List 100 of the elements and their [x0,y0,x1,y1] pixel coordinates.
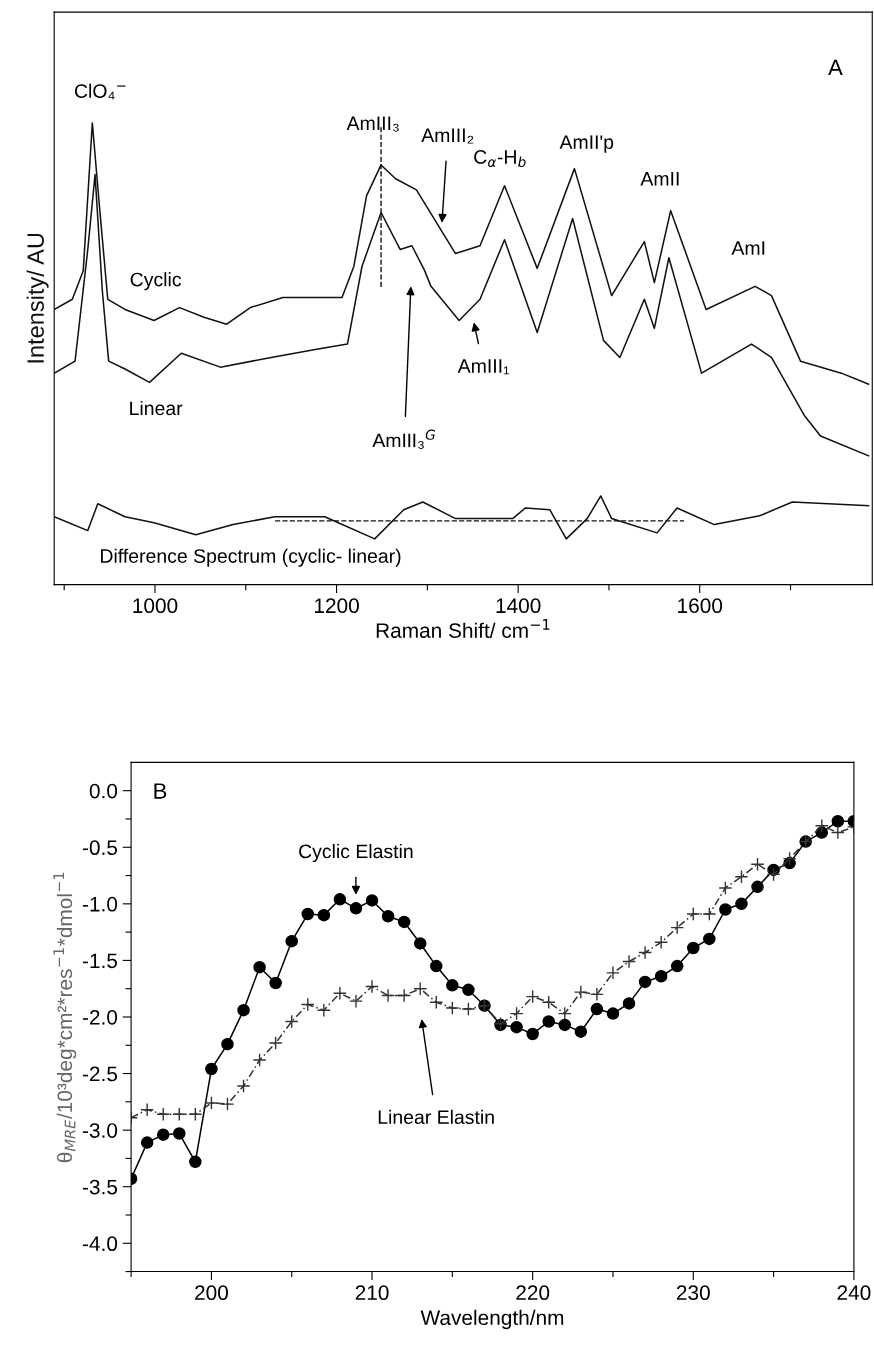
point [542,1015,555,1028]
point [606,1007,620,1020]
point [622,997,636,1010]
y-tick-label: -0.5 [82,840,118,856]
annotation: B [154,783,167,799]
point [670,959,684,973]
point [316,1003,331,1018]
x-tick-label: 1000 [133,598,178,614]
point [814,818,829,833]
point [638,945,653,960]
point [284,1014,299,1029]
series-label: Cyclic [130,272,182,291]
point [333,893,347,906]
point [301,907,315,921]
point [349,994,363,1009]
series-label: Difference Spectrum (cyclic- linear) [101,548,401,567]
point [510,1020,523,1034]
point [525,989,540,1004]
x-tick-label: 220 [516,1285,550,1301]
point [397,988,412,1003]
point [461,1002,476,1017]
y-axis-title: Intensity/ AU [26,233,49,363]
annotation: Linear Elastin [378,1109,494,1125]
point [381,988,396,1003]
point [429,995,444,1010]
point [654,970,668,983]
annotation: C$_{α}$-H$_{b}$ [474,150,526,168]
point [445,1000,460,1015]
point [300,997,315,1012]
point [638,975,652,989]
y-tick-label: -2.0 [82,1009,118,1025]
x-axis-title: Wavelength/nm [420,1309,564,1330]
x-tick-label: 240 [837,1285,871,1301]
x-axis-title: Raman Shift/ cm$^{−1}$ [376,619,550,638]
x-tick-label: 210 [355,1285,389,1301]
point [173,1127,186,1140]
text: ClO₄$^{−}$ [74,83,126,100]
annotation: AmIII₂ [421,128,474,144]
point [702,907,717,921]
point [269,976,282,990]
y-tick-label: -1.5 [82,953,118,969]
y-tick-label: -3.5 [82,1179,118,1195]
point [558,1018,572,1032]
point [172,1107,187,1122]
annotation: AmIII₃$^{G}$ [372,429,435,449]
point [670,920,685,935]
point [188,1107,203,1122]
point [703,932,716,946]
point [750,857,765,872]
y-tick-label: -1.0 [82,896,118,912]
point [236,1079,251,1093]
point [718,881,733,895]
x-tick-label: 230 [676,1285,710,1301]
point [751,880,764,894]
point [654,935,669,950]
annotation: AmIII₁ [457,359,510,375]
annotation: AmIII₃ [346,116,399,132]
point [606,965,620,980]
annotation: Cyclic Elastin [299,843,413,863]
point [332,986,347,1001]
point [268,1036,283,1050]
point [140,1136,154,1149]
point [140,1102,155,1117]
point [365,894,379,907]
annotation: AmII'p [559,135,614,153]
point [204,1096,219,1110]
series-label: Linear [130,400,183,416]
point [252,1053,267,1067]
point [686,907,701,921]
x-tick-label: 1200 [314,598,359,614]
point [782,851,797,866]
point [734,869,749,884]
point [413,981,428,996]
y-tick-label: -4.0 [82,1236,118,1252]
point [365,979,379,994]
x-tick-label: 1400 [496,598,541,614]
x-tick-label: 1600 [678,598,723,614]
x-tick-label: 200 [195,1285,228,1301]
point [766,867,781,882]
point [831,814,845,828]
point [430,959,443,973]
point [687,941,700,955]
point [317,908,331,922]
point [590,1002,604,1016]
point [574,1025,588,1038]
point [156,1128,170,1141]
point [462,983,475,997]
point [589,987,604,1002]
point [573,985,588,1000]
point [381,910,395,923]
point [735,897,748,911]
point [221,1037,234,1051]
point [220,1097,235,1112]
point [719,903,732,916]
point [830,825,845,840]
point [205,1062,218,1076]
point [526,1027,539,1041]
point [349,902,363,915]
y-tick-label: -3.0 [82,1123,118,1138]
point [189,1155,202,1169]
